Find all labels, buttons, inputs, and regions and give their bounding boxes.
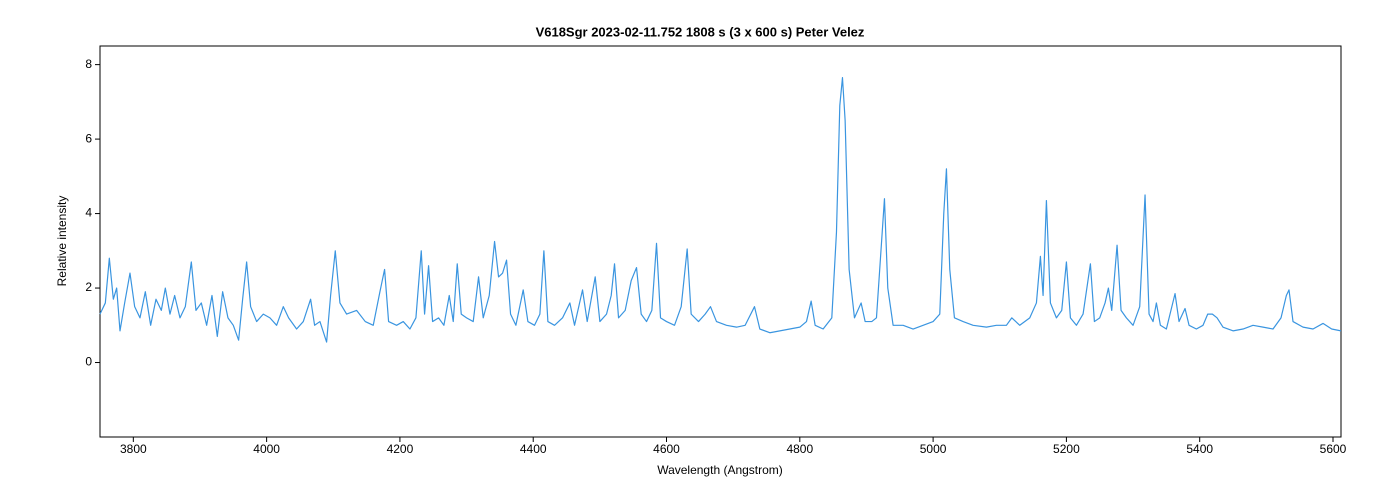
x-tick-label: 3800 xyxy=(120,442,147,456)
x-tick-label: 4200 xyxy=(387,442,414,456)
x-tick-label: 5000 xyxy=(920,442,947,456)
x-tick-label: 5400 xyxy=(1186,442,1213,456)
x-tick-label: 5200 xyxy=(1053,442,1080,456)
plot-frame xyxy=(99,45,1342,438)
y-tick-label: 8 xyxy=(85,57,92,71)
x-tick-label: 4600 xyxy=(653,442,680,456)
x-tick-label: 4000 xyxy=(253,442,280,456)
x-tick-label: 4400 xyxy=(520,442,547,456)
x-tick-label: 5600 xyxy=(1320,442,1347,456)
y-tick-label: 2 xyxy=(85,280,92,294)
y-tick-label: 6 xyxy=(85,131,92,145)
x-axis-label: Wavelength (Angstrom) xyxy=(657,463,783,477)
x-tick-label: 4800 xyxy=(786,442,813,456)
spectrum-line xyxy=(99,77,1342,343)
y-tick-label: 0 xyxy=(85,355,92,369)
y-axis-label: Relative intensity xyxy=(55,196,69,287)
y-tick-label: 4 xyxy=(85,206,92,220)
chart-title: V618Sgr 2023-02-11.752 1808 s (3 x 600 s… xyxy=(536,24,865,39)
